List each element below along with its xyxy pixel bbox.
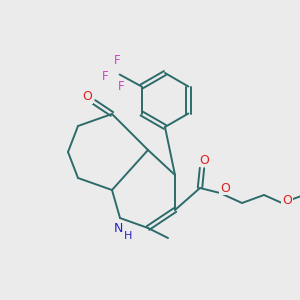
- Text: O: O: [220, 182, 230, 194]
- Text: H: H: [124, 231, 132, 241]
- Text: F: F: [102, 70, 109, 83]
- Text: F: F: [118, 80, 125, 93]
- Text: O: O: [82, 91, 92, 103]
- Text: O: O: [282, 194, 292, 208]
- Text: O: O: [199, 154, 209, 166]
- Text: N: N: [113, 221, 123, 235]
- Text: F: F: [114, 54, 121, 67]
